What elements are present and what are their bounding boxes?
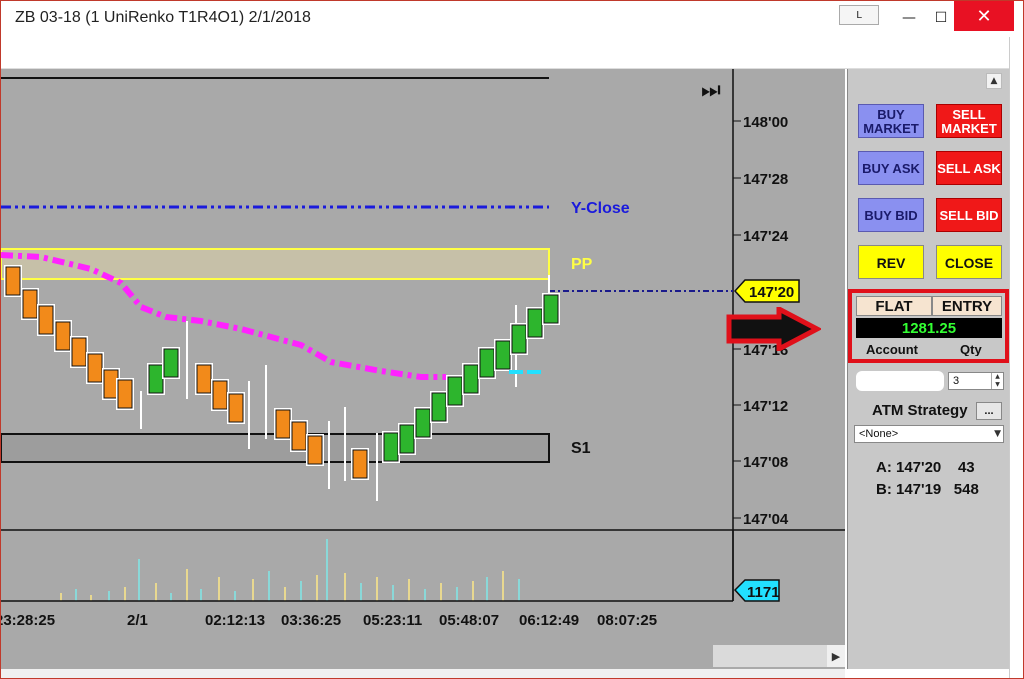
- down-brick: [71, 337, 87, 367]
- close-position-button[interactable]: CLOSE: [936, 245, 1002, 279]
- qty-value: 3: [953, 375, 960, 387]
- pp-zone: [1, 248, 550, 280]
- down-brick: [103, 369, 119, 399]
- sell-ask-button[interactable]: SELL ASK: [936, 151, 1002, 185]
- buy-bid-button[interactable]: BUY BID: [858, 198, 924, 232]
- price-label: 148'00: [743, 114, 788, 131]
- atm-strategy-label: ATM Strategy: [872, 402, 968, 419]
- down-brick: [196, 364, 212, 394]
- time-label: 02:12:13: [205, 612, 265, 629]
- atm-strategy-select[interactable]: <None> ▼: [854, 425, 1004, 443]
- sell-market-button[interactable]: SELL MARKET: [936, 104, 1002, 138]
- ask-quote: A: 147'20 43: [876, 459, 975, 476]
- account-label: Account: [866, 342, 918, 356]
- quantity-stepper[interactable]: 3 ▲ ▼: [948, 372, 1004, 390]
- buy-ask-button[interactable]: BUY ASK: [858, 151, 924, 185]
- yclose-label: Y-Close: [571, 200, 630, 217]
- scroll-thumb[interactable]: [713, 645, 827, 667]
- down-brick: [38, 305, 54, 335]
- account-field[interactable]: [856, 371, 944, 391]
- down-brick: [117, 379, 133, 409]
- current-price-label: 147'20: [749, 284, 794, 301]
- s1-label: S1: [571, 440, 591, 457]
- down-brick: [291, 421, 307, 451]
- time-label: 06:12:49: [519, 612, 579, 629]
- maximize-icon[interactable]: ☐: [934, 10, 948, 26]
- chart-bottom-area: [1, 645, 713, 669]
- atm-strategy-button[interactable]: ...: [976, 402, 1002, 420]
- qty-label: Qty: [960, 342, 982, 356]
- sell-bid-button[interactable]: SELL BID: [936, 198, 1002, 232]
- toolbar: [1, 37, 1011, 69]
- window-title: ZB 03-18 (1 UniRenko T1R4O1) 2/1/2018: [15, 9, 311, 26]
- title-bar: ZB 03-18 (1 UniRenko T1R4O1) 2/1/2018 L …: [1, 1, 1023, 37]
- up-brick: [383, 432, 399, 462]
- vertical-scrollbar[interactable]: [1009, 37, 1023, 678]
- price-chart[interactable]: ⏭Y-ClosePPS1148'00147'28147'24147'16147'…: [1, 69, 845, 669]
- down-brick: [352, 449, 368, 479]
- up-brick: [511, 324, 527, 354]
- time-label: 23:28:25: [1, 612, 55, 629]
- link-button[interactable]: L: [839, 5, 879, 25]
- chart-background: [1, 69, 845, 669]
- down-brick: [5, 266, 21, 296]
- chart-panel[interactable]: ⏭ Y-Close PP S1 148'00 147'28 147'24 147'16 147'…: [1, 69, 845, 669]
- up-brick: [543, 294, 559, 324]
- price-label: 147'28: [743, 171, 788, 188]
- price-label: 147'08: [743, 454, 788, 471]
- scroll-up-icon[interactable]: ▲: [986, 73, 1002, 89]
- down-brick: [87, 353, 103, 383]
- up-brick: [399, 424, 415, 454]
- chevron-down-icon: ▼: [994, 429, 1001, 439]
- chart-trader-panel: ▲ BUY MARKET SELL MARKET BUY ASK SELL AS…: [847, 69, 1009, 669]
- down-brick: [307, 435, 323, 465]
- up-brick: [463, 364, 479, 394]
- red-arrow-icon: [726, 307, 821, 351]
- current-price-tag: [733, 279, 800, 303]
- volume-label: 1171: [747, 584, 780, 601]
- pnl-display: 1281.25: [856, 318, 1002, 338]
- up-brick: [163, 348, 179, 378]
- time-label: 05:48:07: [439, 612, 499, 629]
- down-brick: [212, 380, 228, 410]
- up-brick: [431, 392, 447, 422]
- down-brick: [275, 409, 291, 439]
- spin-arrows-icon[interactable]: ▲ ▼: [991, 373, 1003, 389]
- down-brick: [228, 393, 244, 423]
- pp-label: PP: [571, 256, 593, 273]
- up-brick: [479, 348, 495, 378]
- price-label: 147'12: [743, 398, 788, 415]
- down-brick: [55, 321, 71, 351]
- up-brick: [527, 308, 543, 338]
- up-brick: [148, 364, 164, 394]
- up-brick: [495, 340, 511, 370]
- price-label: 147'04: [743, 511, 789, 528]
- buy-market-button[interactable]: BUY MARKET: [858, 104, 924, 138]
- position-status: FLAT: [856, 296, 932, 316]
- scroll-right-arrow-icon[interactable]: ▶: [827, 645, 845, 667]
- moving-average-line: [1, 252, 446, 380]
- time-label: 05:23:11: [363, 612, 422, 629]
- up-brick: [415, 408, 431, 438]
- entry-label: ENTRY: [932, 296, 1002, 316]
- time-label: 03:36:25: [281, 612, 341, 629]
- skip-end-icon: ⏭: [701, 78, 721, 103]
- close-icon[interactable]: ✕: [954, 1, 1014, 31]
- down-brick: [22, 289, 38, 319]
- time-label: 08:07:25: [597, 612, 657, 629]
- position-box: FLAT ENTRY 1281.25 Account Qty: [848, 289, 1009, 363]
- minimize-icon[interactable]: —: [902, 10, 916, 26]
- bid-quote: B: 147'19 548: [876, 481, 979, 498]
- up-brick: [447, 376, 463, 406]
- price-label: 147'24: [743, 228, 789, 245]
- reverse-button[interactable]: REV: [858, 245, 924, 279]
- volume-tag: [733, 579, 780, 602]
- horizontal-scrollbar[interactable]: [1, 669, 845, 678]
- time-label: 2/1: [127, 612, 148, 629]
- atm-selected-value: <None>: [859, 428, 899, 440]
